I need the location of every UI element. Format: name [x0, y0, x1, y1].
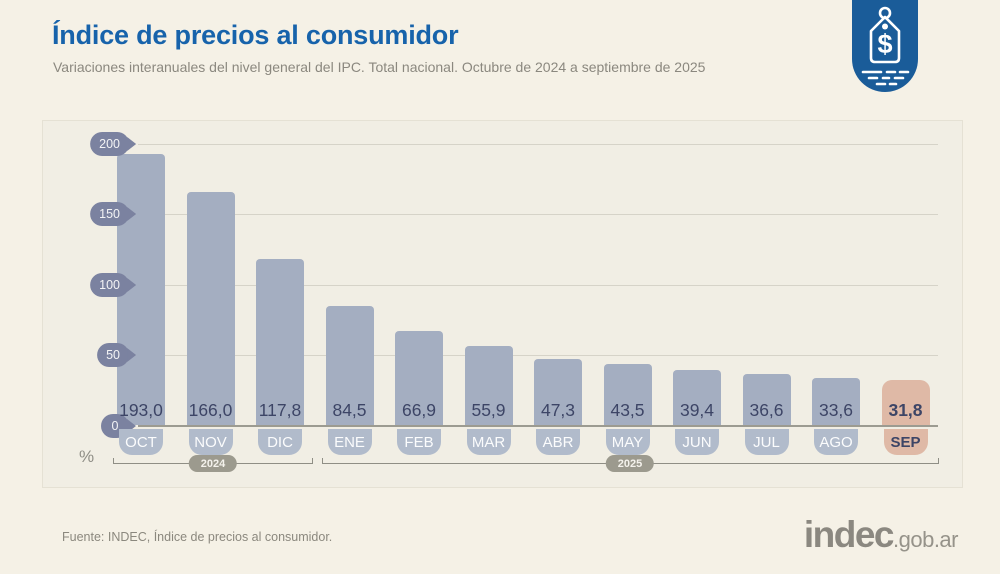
price-tag-dollar-icon: $ [861, 6, 910, 86]
bar-value-nov: 166,0 [188, 400, 233, 420]
month-label-dic: DIC [258, 429, 302, 455]
y-axis-tick-150: 150 [90, 202, 129, 227]
price-tag-badge: $ [852, 0, 918, 92]
bar-feb [395, 331, 443, 425]
bar-value-feb: 66,9 [401, 400, 437, 420]
bar-value-dic: 117,8 [258, 400, 302, 420]
month-label-jun: JUN [675, 429, 719, 455]
gridline-0 [138, 425, 938, 427]
bar-value-may: 43,5 [610, 400, 645, 420]
source-note: Fuente: INDEC, Índice de precios al cons… [62, 530, 333, 544]
chart-panel: % 200 150 100 50 0 193,0 OCT 166,0 NOV 117,8 DIC 84… [42, 120, 963, 488]
y-axis-unit-label: % [79, 447, 95, 466]
bar-abr [534, 358, 582, 425]
month-label-sep: SEP [883, 429, 928, 455]
bar-value-sep: 31,8 [888, 400, 923, 420]
page-subtitle: Variaciones interanuales del nivel gener… [53, 59, 706, 75]
gridline-150 [138, 214, 938, 216]
month-label-oct: OCT [119, 429, 163, 455]
gridline-100 [138, 284, 938, 286]
month-label-may: MAY [605, 429, 650, 455]
month-label-ene: ENE [327, 429, 372, 455]
month-label-nov: NOV [188, 429, 233, 455]
bar-value-jun: 39,4 [679, 400, 715, 420]
indec-logo-domain: .gob.ar [893, 527, 959, 552]
bar-jul [742, 373, 791, 425]
y-axis-tick-200: 200 [90, 132, 129, 156]
gridline-200 [138, 144, 938, 145]
year-pill-2024: 2024 [188, 455, 238, 472]
y-axis-tick-100: 100 [90, 272, 129, 297]
bar-value-ago: 33,6 [818, 400, 854, 420]
bar-ene [325, 306, 374, 425]
month-label-feb: FEB [397, 429, 441, 455]
indec-logo-text: indec [803, 514, 895, 555]
svg-text:$: $ [877, 29, 892, 59]
month-label-ago: AGO [814, 429, 858, 455]
bar-may [603, 363, 652, 425]
bar-value-jul: 36,6 [749, 400, 784, 420]
bar-value-ene: 84,5 [332, 400, 367, 420]
bar-value-abr: 47,3 [540, 400, 576, 420]
bar-value-oct: 193,0 [119, 400, 163, 420]
month-label-jul: JUL [744, 429, 789, 455]
year-pill-2025: 2025 [605, 455, 655, 472]
bar-sep [881, 380, 930, 425]
y-axis-tick-50: 50 [97, 342, 129, 367]
bar-value-mar: 55,9 [471, 400, 506, 420]
bar-mar [464, 346, 513, 425]
bar-ago [812, 377, 860, 425]
bar-dic [256, 259, 304, 425]
month-label-mar: MAR [466, 429, 511, 455]
gridline-50 [138, 354, 938, 356]
bar-jun [673, 369, 721, 425]
month-label-abr: ABR [536, 429, 580, 455]
indec-logo: indec .gob.ar [803, 514, 959, 556]
page-title: Índice de precios al consumidor [52, 20, 459, 50]
bar-nov [186, 191, 235, 425]
